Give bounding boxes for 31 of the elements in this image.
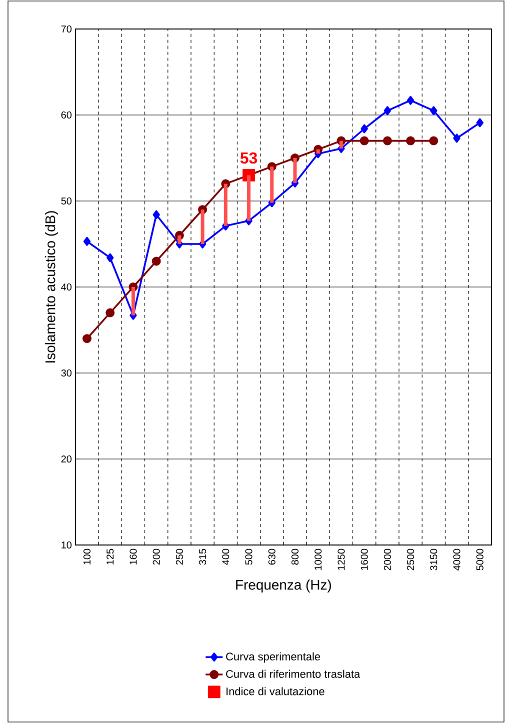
x-tick-label: 125	[106, 548, 114, 564]
y-axis-title: Isolamento acustico (dB)	[45, 211, 58, 362]
y-tick-label: 20	[61, 455, 72, 463]
x-tick-label: 2500	[407, 548, 414, 570]
legend-label: Curva sperimentale	[226, 652, 320, 663]
x-tick-label: 1600	[360, 548, 368, 570]
x-tick-label: 160	[130, 548, 137, 564]
data-label: 53	[240, 152, 258, 164]
x-tick-label: 1250	[338, 548, 345, 570]
y-tick-label: 30	[61, 369, 72, 377]
x-tick-label: 2000	[384, 548, 391, 570]
x-tick-label: 100	[83, 548, 91, 564]
legend-label: Curva di riferimento traslata	[226, 670, 360, 678]
x-tick-label: 315	[199, 548, 206, 565]
x-tick-label: 630	[268, 548, 276, 565]
x-tick-label: 250	[176, 548, 183, 565]
x-tick-label: 800	[291, 548, 299, 565]
x-tick-label: 200	[152, 548, 160, 565]
x-tick-label: 400	[222, 548, 230, 565]
x-tick-label: 4000	[453, 548, 460, 570]
x-tick-label: 500	[245, 548, 252, 565]
x-tick-label: 1000	[314, 548, 322, 570]
y-tick-label: 40	[61, 283, 72, 291]
y-tick-label: 60	[61, 111, 72, 119]
y-tick-label: 50	[61, 197, 72, 205]
x-tick-label: 3150	[430, 548, 438, 570]
x-axis-title: Frequenza (Hz)	[236, 580, 331, 593]
y-tick-label: 70	[61, 25, 72, 33]
x-tick-label: 5000	[476, 548, 484, 570]
y-tick-label: 10	[62, 541, 72, 549]
legend-label: Indice di valutazione	[226, 687, 324, 696]
